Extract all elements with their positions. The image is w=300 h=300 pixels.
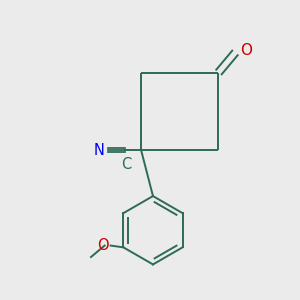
Text: C: C xyxy=(121,157,131,172)
Text: O: O xyxy=(240,43,252,58)
Text: N: N xyxy=(94,142,104,158)
Text: O: O xyxy=(98,238,109,253)
